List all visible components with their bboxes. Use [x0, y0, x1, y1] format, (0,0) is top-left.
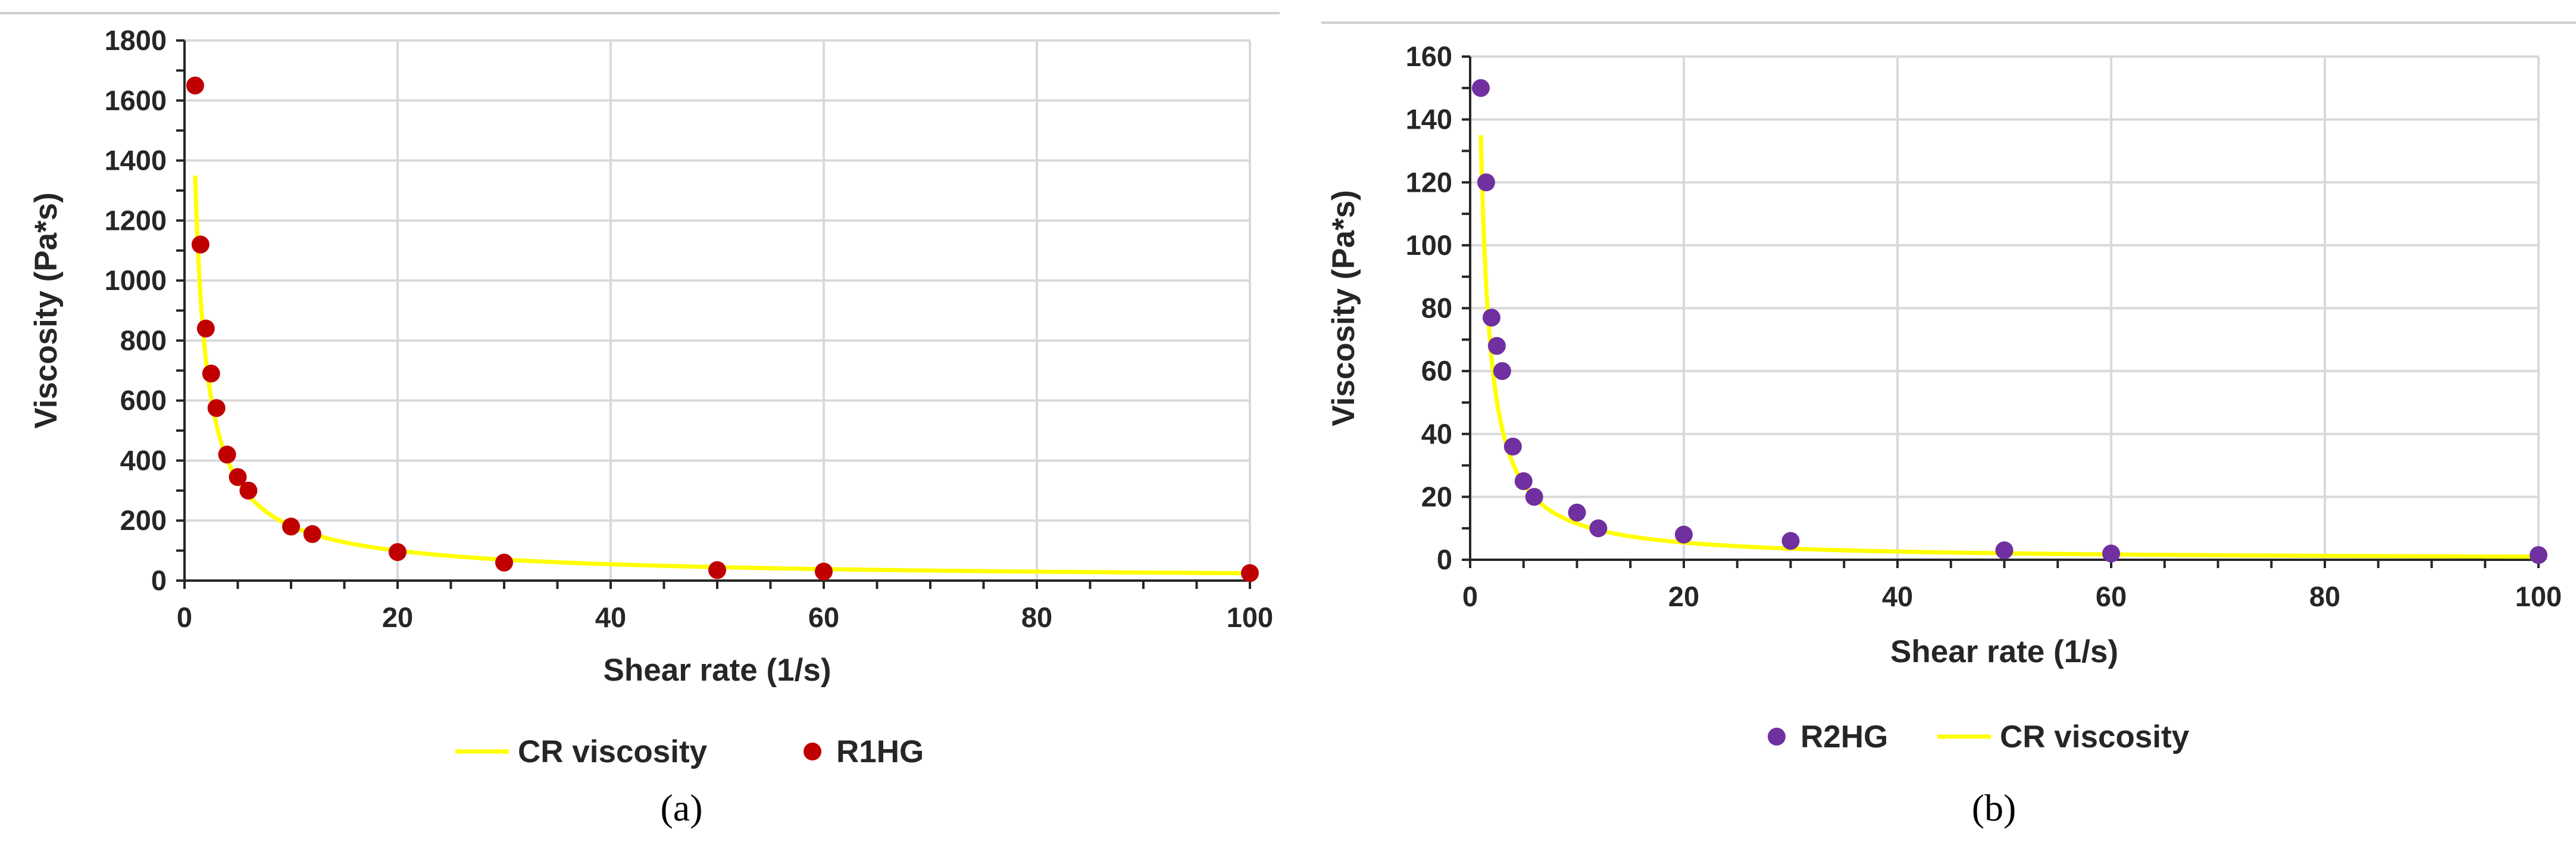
x-tick-label: 100	[1227, 601, 1273, 633]
legend-label: CR viscosity	[518, 734, 708, 769]
data-point-r1hg	[207, 399, 226, 417]
series-line-cr-viscosity	[193, 175, 1250, 576]
data-point-r1hg	[815, 562, 833, 581]
y-tick-label: 160	[1406, 40, 1452, 72]
data-point-r2hg	[1675, 525, 1693, 544]
data-point-r1hg	[303, 525, 321, 543]
y-axis-label: Viscosity (Pa*s)	[29, 192, 64, 429]
y-tick-label: 1000	[104, 264, 167, 296]
y-tick-label: 400	[120, 444, 167, 476]
data-point-r2hg	[1995, 541, 2014, 560]
y-axis-label: Viscosity (Pa*s)	[1326, 190, 1361, 426]
y-tick-label: 20	[1421, 481, 1452, 512]
x-axis-label: Shear rate (1/s)	[1890, 634, 2118, 669]
x-tick-label: 40	[595, 601, 626, 633]
data-point-r1hg	[282, 517, 300, 536]
data-point-r1hg	[186, 76, 204, 95]
y-tick-label: 0	[151, 565, 167, 596]
y-tick-label: 1200	[104, 204, 167, 236]
y-tick-label: 1800	[104, 24, 167, 56]
y-tick-label: 60	[1421, 355, 1452, 386]
data-point-r1hg	[191, 235, 210, 254]
y-tick-label: 1400	[104, 145, 167, 176]
y-tick-label: 1600	[104, 85, 167, 116]
data-point-r2hg	[1781, 532, 1800, 550]
data-point-r1hg	[218, 445, 236, 464]
legend-label: R1HG	[836, 734, 924, 769]
data-point-r1hg	[196, 319, 215, 338]
x-tick-label: 20	[1668, 581, 1699, 612]
data-point-r2hg	[1525, 488, 1543, 506]
x-tick-label: 20	[382, 601, 413, 633]
chart-panel-a: 0 200 400 600 800 1000 1200 1400 1600 1800 0 20 40 60…	[0, 12, 1280, 829]
x-tick-label: 100	[2515, 581, 2562, 612]
x-tick-label: 40	[1882, 581, 1913, 612]
x-tick-label: 60	[808, 601, 839, 633]
data-point-r2hg	[2530, 546, 2547, 565]
legend-label: R2HG	[1800, 719, 1888, 754]
data-point-r1hg	[708, 561, 726, 579]
series-line-cr-viscosity	[1478, 135, 2539, 559]
x-tick-label: 60	[2096, 581, 2127, 612]
data-point-r2hg	[2102, 544, 2120, 563]
panel-label: (b)	[1972, 787, 2017, 829]
chart-panel-b: 0 20 40 60 80 100 120 140 160 0 20 40 60 80 100 Shear r…	[1321, 21, 2576, 829]
x-tick-label: 80	[1021, 601, 1052, 633]
data-point-r2hg	[1493, 362, 1511, 381]
data-point-r2hg	[1568, 503, 1586, 522]
y-tick-label: 140	[1406, 104, 1452, 135]
data-point-r2hg	[1503, 437, 1522, 456]
data-point-r2hg	[1487, 336, 1506, 355]
legend-swatch-marker	[1768, 728, 1786, 746]
x-tick-label: 80	[2309, 581, 2340, 612]
data-point-r2hg	[1471, 79, 1490, 97]
x-tick-label: 0	[177, 601, 192, 633]
data-point-r1hg	[389, 543, 407, 562]
y-tick-label: 80	[1421, 292, 1452, 324]
y-tick-label: 0	[1437, 544, 1452, 575]
data-point-r1hg	[239, 481, 258, 500]
y-tick-label: 100	[1406, 229, 1452, 261]
x-axis-label: Shear rate (1/s)	[604, 653, 831, 688]
data-point-r1hg	[495, 553, 513, 572]
data-point-r2hg	[1482, 308, 1500, 327]
panel-label: (a)	[660, 787, 702, 829]
y-tick-label: 120	[1406, 166, 1452, 198]
data-point-r1hg	[1241, 564, 1259, 582]
y-tick-label: 800	[120, 325, 167, 356]
y-tick-label: 40	[1421, 418, 1452, 450]
data-point-r1hg	[229, 468, 247, 487]
legend-label: CR viscosity	[2000, 719, 2190, 754]
y-tick-label: 600	[120, 385, 167, 416]
y-tick-label: 200	[120, 504, 167, 536]
legend-swatch-marker	[804, 743, 821, 760]
data-point-r2hg	[1514, 472, 1533, 490]
data-point-r2hg	[1477, 173, 1495, 192]
x-tick-label: 0	[1462, 581, 1478, 612]
data-point-r2hg	[1589, 519, 1608, 538]
data-point-r1hg	[202, 364, 220, 383]
